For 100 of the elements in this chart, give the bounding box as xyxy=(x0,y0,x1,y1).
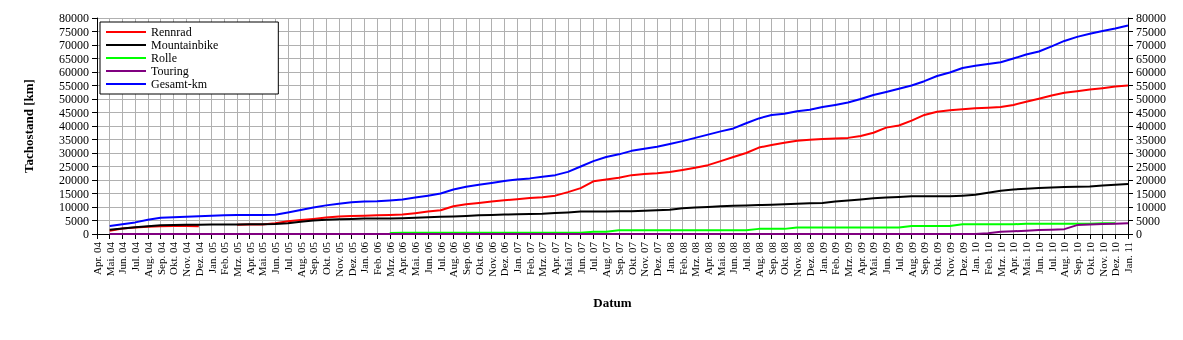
y2-tick-label: 45000 xyxy=(1136,105,1166,120)
x-tick-label: Sep. 06 xyxy=(460,241,473,275)
x-tick-label: Mrz. 06 xyxy=(383,241,396,277)
x-tick-label: Jan. 08 xyxy=(663,241,676,274)
x-tick-label: Dez. 09 xyxy=(956,241,969,277)
y-tick-label: 40000 xyxy=(59,119,89,133)
x-tick-label: Mrz. 07 xyxy=(536,241,549,277)
legend-label: Touring xyxy=(151,64,189,78)
y2-tick-label: 50000 xyxy=(1136,92,1166,106)
x-tick-label: Okt. 09 xyxy=(931,241,944,275)
x-tick-label: Apr. 08 xyxy=(701,241,714,275)
x-tick-label: Aug. 05 xyxy=(294,241,307,278)
y2-tick-label: 80000 xyxy=(1136,11,1166,25)
x-tick-label: Apr. 04 xyxy=(91,241,103,275)
y-tick-label: 10000 xyxy=(59,200,89,214)
x-tick-label: Aug. 09 xyxy=(905,241,918,278)
y-tick-label: 30000 xyxy=(59,146,89,160)
y-tick-label: 0 xyxy=(83,227,89,241)
x-tick-label: Nov. 05 xyxy=(332,241,345,277)
x-tick-label: Mrz. 10 xyxy=(994,241,1007,277)
x-tick-label: Dez. 06 xyxy=(498,241,511,277)
x-tick-label: Mai. 10 xyxy=(1020,241,1033,277)
x-tick-label: Dez. 07 xyxy=(651,241,664,277)
x-tick-label: Apr. 09 xyxy=(854,241,867,275)
x-tick-label: Nov. 09 xyxy=(943,241,956,277)
x-tick-label: Aug. 04 xyxy=(141,241,154,278)
x-tick-label: Mrz. 05 xyxy=(231,241,244,277)
x-tick-label: Aug. 10 xyxy=(1058,241,1071,278)
y2-tick-label: 40000 xyxy=(1136,119,1166,133)
x-tick-label: Mai. 06 xyxy=(409,241,422,277)
x-tick-label: Sep. 08 xyxy=(765,241,778,275)
x-tick-label: Mai. 07 xyxy=(561,241,574,277)
legend-label: Rennrad xyxy=(151,25,192,39)
legend-label: Mountainbike xyxy=(151,38,219,52)
x-tick-label: Aug. 08 xyxy=(752,241,765,278)
y2-tick-label: 15000 xyxy=(1136,186,1166,201)
x-tick-label: Jul. 05 xyxy=(281,241,294,272)
x-tick-label: Dez. 05 xyxy=(345,241,358,277)
x-tick-label: Jun. 06 xyxy=(421,241,434,274)
legend-label: Gesamt-km xyxy=(151,77,208,91)
y2-tick-label: 0 xyxy=(1136,227,1142,241)
x-tick-label: Jul. 10 xyxy=(1045,241,1058,272)
y-tick-label: 20000 xyxy=(59,173,89,187)
x-tick-label: Feb. 07 xyxy=(523,241,536,275)
x-tick-label: Dez. 10 xyxy=(1109,241,1122,277)
x-tick-label: Apr. 10 xyxy=(1007,241,1020,275)
x-tick-label: Aug. 07 xyxy=(600,241,613,278)
line-series xyxy=(108,222,1129,235)
y-tick-label: 55000 xyxy=(59,78,89,93)
y-axis-title: Tachostand [km] xyxy=(21,79,36,173)
y2-tick-label: 75000 xyxy=(1136,24,1166,39)
x-tick-label: Nov. 04 xyxy=(180,241,193,277)
x-tick-label: Okt. 05 xyxy=(320,241,333,275)
x-tick-label: Sep. 09 xyxy=(918,241,931,275)
x-tick-label: Apr. 06 xyxy=(396,241,409,275)
y2-tick-label: 60000 xyxy=(1136,65,1166,79)
y2-tick-label: 10000 xyxy=(1136,200,1166,214)
x-tick-label: Sep. 07 xyxy=(612,241,625,275)
y-tick-label: 25000 xyxy=(59,159,89,174)
y-tick-label: 45000 xyxy=(59,105,89,120)
x-tick-label: Okt. 07 xyxy=(625,241,638,275)
y2-tick-label: 30000 xyxy=(1136,146,1166,160)
y-tick-label: 65000 xyxy=(59,51,89,66)
x-tick-label: Feb. 10 xyxy=(981,241,994,275)
x-tick-label: Jul. 06 xyxy=(434,241,447,272)
y2-tick-label: 70000 xyxy=(1136,38,1166,52)
y-tick-label: 5000 xyxy=(65,213,89,228)
x-tick-label: Jun. 09 xyxy=(880,241,893,274)
x-tick-label: Dez. 04 xyxy=(192,241,205,277)
x-tick-label: Nov. 08 xyxy=(791,241,804,277)
x-tick-label: Feb. 06 xyxy=(371,241,384,275)
x-tick-label: Sep. 05 xyxy=(307,241,320,275)
y2-tick-label: 20000 xyxy=(1136,173,1166,187)
legend-label: Rolle xyxy=(151,51,177,65)
y2-tick-label: 35000 xyxy=(1136,132,1166,147)
x-tick-label: Nov. 10 xyxy=(1096,241,1109,277)
x-tick-label: Okt. 10 xyxy=(1083,241,1096,275)
y2-tick-label: 25000 xyxy=(1136,159,1166,174)
y-tick-label: 75000 xyxy=(59,24,89,39)
x-tick-label: Jun. 04 xyxy=(116,241,129,274)
x-tick-label: Jan. 06 xyxy=(358,241,371,274)
y2-tick-label: 65000 xyxy=(1136,51,1166,66)
y2-tick-label: 5000 xyxy=(1136,213,1160,228)
x-tick-label: Feb. 08 xyxy=(676,241,689,275)
x-axis-title: Datum xyxy=(593,295,632,310)
x-tick-label: Okt. 06 xyxy=(472,241,485,275)
x-tick-label: Apr. 05 xyxy=(243,241,256,275)
x-tick-label: Jun. 08 xyxy=(727,241,740,274)
x-tick-label: Mai. 04 xyxy=(103,241,116,277)
y-tick-label: 70000 xyxy=(59,38,89,52)
x-tick-label: Mrz. 08 xyxy=(689,241,702,277)
x-tick-label: Jan. 11 xyxy=(1122,242,1134,273)
y-tick-label: 50000 xyxy=(59,92,89,106)
x-tick-label: Sep. 10 xyxy=(1071,241,1084,275)
x-tick-label: Jan. 10 xyxy=(969,241,982,274)
x-tick-label: Nov. 07 xyxy=(638,241,651,277)
x-tick-label: Jan. 09 xyxy=(816,241,829,274)
x-tick-label: Jun. 10 xyxy=(1032,241,1045,274)
x-tick-label: Jun. 07 xyxy=(574,241,587,274)
x-tick-label: Jan. 05 xyxy=(205,241,218,274)
